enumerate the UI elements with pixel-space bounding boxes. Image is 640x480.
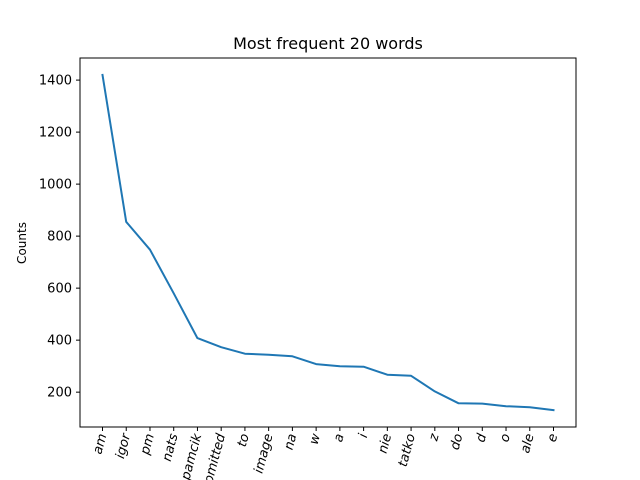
x-tick-label: ale [518,432,538,455]
x-tick-label: e [545,432,562,444]
series-line [101,73,555,412]
chart-title: Most frequent 20 words [233,34,423,53]
x-tick-label: am [91,432,111,456]
y-tick-label: 200 [47,386,72,401]
x-tick-label: a [331,432,348,444]
y-tick-label: 400 [47,334,72,349]
x-tick-label: pm [138,432,158,457]
y-axis-ticks: 200 400 600 800 1000 1200 1400 [39,74,80,401]
x-tick-label: nats [160,432,182,463]
y-tick-label: 1400 [39,74,72,89]
x-tick-label: to [235,432,253,449]
x-tick-label: na [282,432,301,452]
x-tick-label: i [356,432,372,440]
y-tick-label: 1200 [39,126,72,141]
x-tick-label: igor [113,431,134,461]
y-axis-label: Counts [15,222,29,264]
y-tick-label: 1000 [39,178,72,193]
x-tick-label: o [497,432,514,444]
x-tick-label: nie [376,432,396,455]
plot-frame [79,57,577,428]
y-tick-label: 800 [47,230,72,245]
y-tick-label: 600 [47,282,72,297]
x-tick-label: do [448,432,467,452]
x-tick-label: w [307,432,324,447]
